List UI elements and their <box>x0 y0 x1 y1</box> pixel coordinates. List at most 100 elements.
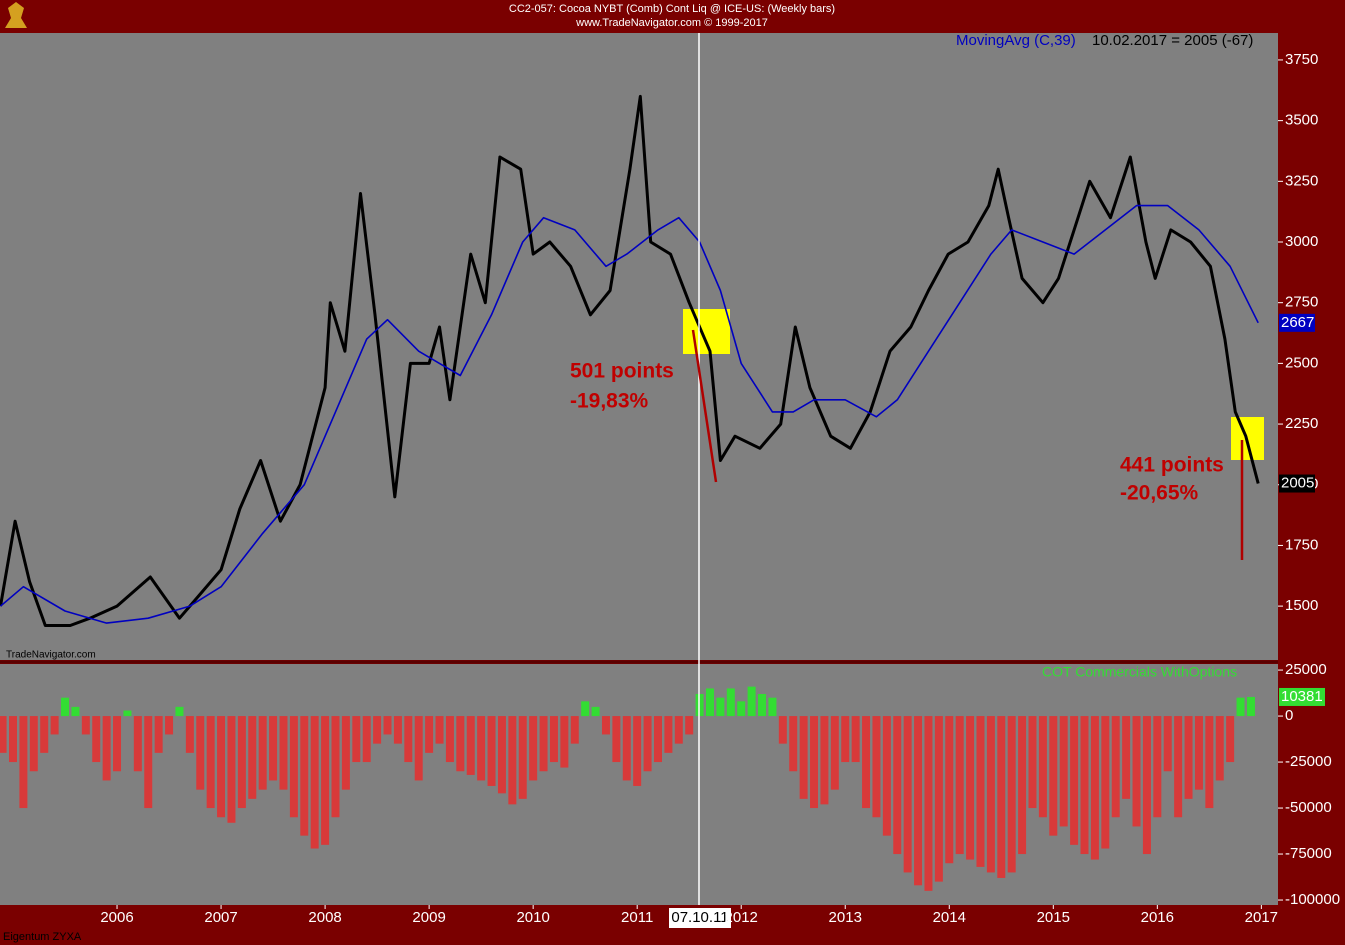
bar <box>61 697 70 717</box>
bar <box>1205 716 1214 809</box>
bar <box>622 716 631 781</box>
bar <box>643 716 652 772</box>
bar <box>29 716 38 772</box>
bar <box>477 716 486 781</box>
bar <box>1038 716 1047 818</box>
bar <box>487 716 496 786</box>
bar <box>903 716 912 873</box>
bar <box>747 686 756 717</box>
bar <box>966 716 975 860</box>
bar <box>1132 716 1141 827</box>
bar <box>1236 697 1245 717</box>
bar <box>841 716 850 763</box>
bar <box>352 716 361 763</box>
highlight-box <box>683 309 730 354</box>
y-tick-label: 2250 <box>1285 415 1318 432</box>
price-line <box>0 94 1260 627</box>
bar <box>310 716 319 849</box>
last-value-label: 2667 <box>1281 314 1314 331</box>
bar <box>289 716 298 818</box>
moving-average-line <box>0 204 1259 624</box>
bar <box>258 716 267 790</box>
x-tick-label: 2017 <box>1245 909 1278 926</box>
bar <box>341 716 350 790</box>
bar <box>893 716 902 855</box>
bar <box>1101 716 1110 849</box>
last-value-box <box>1279 687 1325 706</box>
bar <box>1142 716 1151 855</box>
x-tick-label: 2013 <box>829 909 862 926</box>
bar <box>706 688 714 717</box>
bar <box>1111 716 1120 818</box>
bar <box>154 716 163 753</box>
arrow <box>691 329 718 483</box>
bar <box>737 701 746 717</box>
bar <box>175 706 184 717</box>
bar <box>383 716 392 735</box>
y-tick-label: 2750 <box>1285 294 1318 311</box>
bar <box>466 716 475 775</box>
y-tick-label: 3500 <box>1285 112 1318 129</box>
bar <box>1018 716 1027 855</box>
bar <box>518 716 527 799</box>
bar <box>237 716 246 809</box>
x-tick-label: 2010 <box>516 909 549 926</box>
bar <box>248 716 257 799</box>
bar <box>1049 716 1058 836</box>
bar <box>1007 716 1016 873</box>
bar <box>685 716 694 735</box>
bar <box>862 716 871 809</box>
bar <box>0 716 7 753</box>
bar <box>914 716 923 886</box>
bar <box>1184 716 1193 799</box>
bar <box>1090 716 1099 860</box>
bar <box>1226 716 1235 763</box>
legend-entry: MovingAvg (C,39) <box>956 32 1076 49</box>
bar <box>1194 716 1203 790</box>
footer: Eigentum ZYXA <box>3 931 82 943</box>
y-tick-label: 3000 <box>1285 233 1318 250</box>
bar <box>425 716 434 753</box>
bar <box>799 716 808 799</box>
x-tick-label: 2009 <box>412 909 445 926</box>
bar <box>789 716 798 772</box>
y-tick-label: -50000 <box>1285 799 1332 816</box>
annotation: -20,65% <box>1120 482 1199 505</box>
x-tick-label: 2008 <box>308 909 341 926</box>
bar <box>591 706 600 717</box>
bar <box>40 716 49 753</box>
bar <box>612 716 621 763</box>
bar <box>539 716 548 772</box>
bar <box>331 716 340 818</box>
x-tick-label: 2011 <box>621 909 653 926</box>
bar <box>393 716 402 744</box>
bar <box>997 716 1006 878</box>
bar <box>1215 716 1224 781</box>
last-value-box <box>1279 474 1315 493</box>
bar <box>986 716 995 873</box>
bar <box>1246 696 1255 717</box>
bar <box>123 710 132 717</box>
bar <box>674 716 683 744</box>
x-tick-label: 2015 <box>1037 909 1070 926</box>
bar <box>976 716 985 867</box>
bar <box>830 716 839 790</box>
bar <box>653 716 662 763</box>
legend-entry: COT Commercials WithOptions <box>1042 664 1237 680</box>
annotation: 501 points <box>570 360 674 383</box>
x-tick-label: 2014 <box>933 909 966 926</box>
annotation: -19,83% <box>570 390 649 413</box>
bar <box>872 716 881 818</box>
bar <box>716 697 725 717</box>
x-tick-label: 2016 <box>1141 909 1174 926</box>
bar <box>1163 716 1172 772</box>
watermark: TradeNavigator.com <box>6 650 96 661</box>
last-value-box <box>1279 313 1315 332</box>
bar <box>1122 716 1131 799</box>
bar <box>456 716 465 772</box>
x-tick-label: 2007 <box>204 909 237 926</box>
bar <box>945 716 954 864</box>
bar <box>664 716 673 753</box>
y-tick-label: 0 <box>1285 707 1293 724</box>
